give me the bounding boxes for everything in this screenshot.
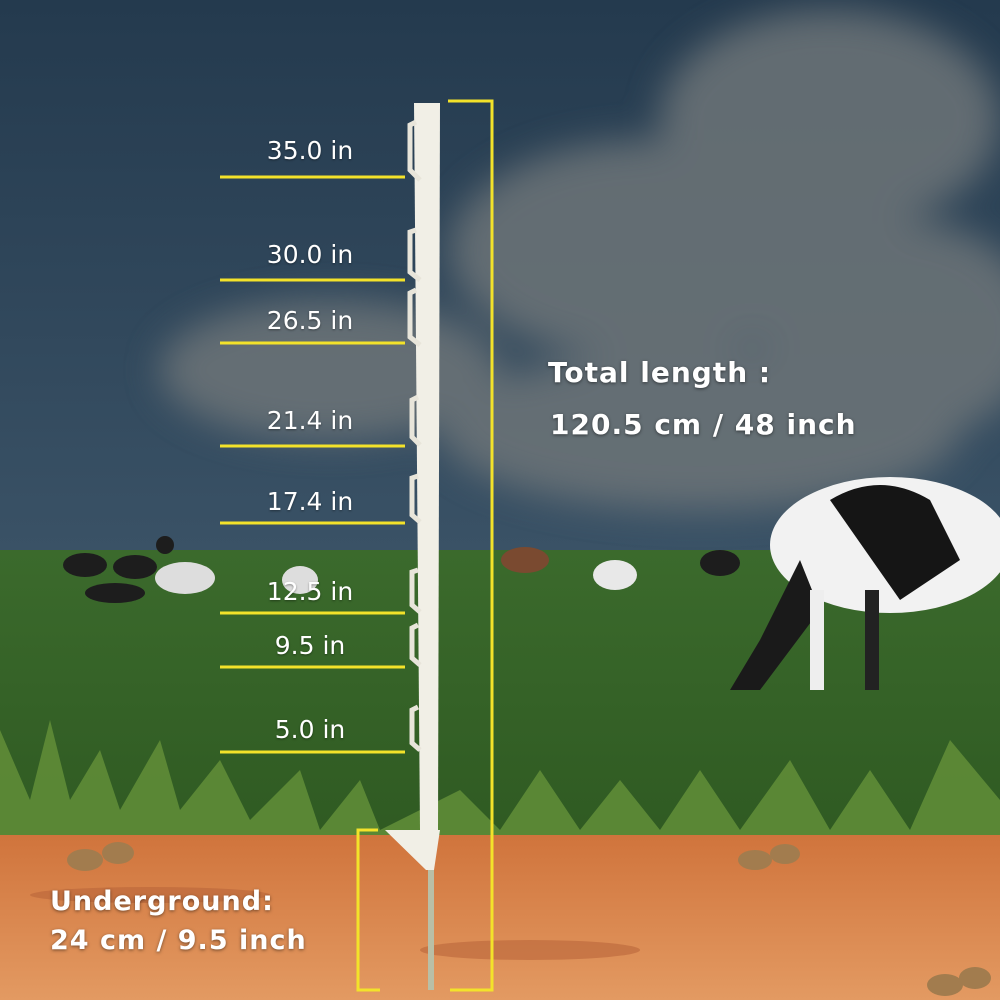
soil <box>0 835 1000 1000</box>
underground-title: Underground: <box>50 886 274 917</box>
total-length-bracket <box>448 99 494 992</box>
measurement-label: 17.4 in <box>266 487 354 516</box>
cows <box>63 477 1000 690</box>
wire-hooks <box>407 119 422 752</box>
measurement-label: 12.5 in <box>266 577 354 606</box>
total-length-value: 120.5 cm / 48 inch <box>550 408 857 441</box>
underground-value: 24 cm / 9.5 inch <box>50 925 307 956</box>
stones <box>67 842 991 996</box>
fence-post <box>385 103 440 990</box>
measurement-label: 26.5 in <box>266 306 354 335</box>
measurement-label: 5.0 in <box>274 715 346 744</box>
measurement-label: 9.5 in <box>274 631 346 660</box>
post-shaft <box>414 103 440 830</box>
measurement-label: 35.0 in <box>266 136 354 165</box>
measurement-lines <box>220 99 494 992</box>
total-length-title: Total length : <box>548 356 772 389</box>
metal-spike <box>428 820 434 990</box>
underground-bracket <box>356 828 380 992</box>
cows-distant <box>63 536 740 603</box>
tall-grass <box>0 720 1000 840</box>
soil-shadows <box>30 887 640 960</box>
clouds <box>160 10 1000 510</box>
measurement-label: 21.4 in <box>266 406 354 435</box>
cow-large <box>730 477 1000 690</box>
post-foot-step <box>385 830 440 870</box>
measurement-label: 30.0 in <box>266 240 354 269</box>
